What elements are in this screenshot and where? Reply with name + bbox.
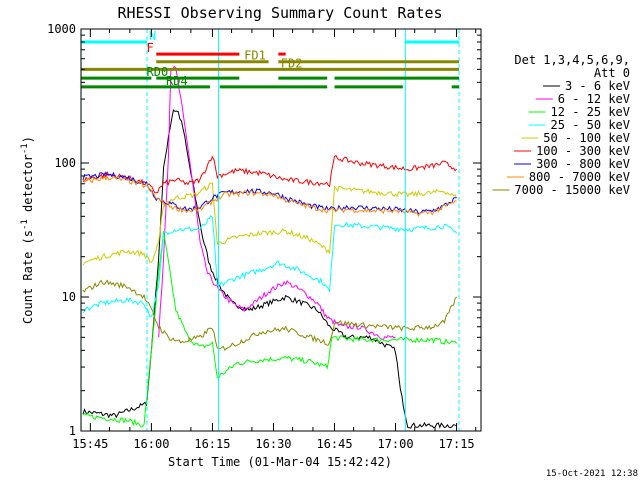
legend-label-6-12-kev: 6 - 12 keV	[558, 92, 630, 106]
legend-label-300-800-kev: 300 - 800 keV	[536, 157, 630, 171]
mode-vertical-lines	[80, 29, 460, 431]
y-label-part-2: detector	[21, 154, 35, 219]
status-label-rd0: RD0	[147, 65, 169, 79]
legend-header-line-2: Att 0	[594, 66, 630, 80]
status-label-f: F	[147, 41, 154, 55]
status-label-fd2: FD2	[281, 56, 303, 70]
x-tick-label-17-15: 17:15	[439, 437, 475, 451]
chart-title: RHESSI Observing Summary Count Rates	[117, 4, 442, 22]
status-label-fd1: FD1	[244, 49, 266, 63]
status-label-n: N	[149, 29, 156, 43]
series-curves	[82, 65, 458, 429]
legend-label-25-50-kev: 25 - 50 keV	[551, 118, 630, 132]
series-line-100-300-kev	[82, 154, 457, 194]
series-line-6-12-kev	[158, 65, 396, 341]
y-label-part-3: )	[21, 136, 35, 143]
y-label-sup-1: -1	[20, 219, 30, 230]
generation-timestamp: 15-Oct-2021 12:38	[546, 469, 638, 479]
y-label-part-1: Count Rate (s	[21, 230, 35, 324]
legend-label-50-100-kev: 50 - 100 keV	[543, 131, 630, 145]
y-axis-label: Count Rate (s-1 detector-1)	[20, 136, 35, 324]
y-tick-label-10: 10	[62, 290, 76, 304]
series-line-3-6-kev	[82, 109, 457, 429]
y-tick-label-1000: 1000	[47, 22, 76, 36]
x-tick-label-16-45: 16:45	[316, 437, 352, 451]
x-tick-label-16-30: 16:30	[255, 437, 291, 451]
x-tick-label-17-00: 17:00	[377, 437, 413, 451]
series-line-12-25-kev	[82, 231, 457, 428]
series-line-800-7000-kev	[82, 174, 457, 218]
x-tick-label-15-45: 15:45	[72, 437, 108, 451]
y-axis: 1 10 100 1000	[47, 22, 481, 438]
status-label-rd4: RD4	[166, 74, 188, 88]
legend-label-100-300-kev: 100 - 300 keV	[536, 144, 630, 158]
x-tick-label-16-00: 16:00	[133, 437, 169, 451]
legend-label-3-6-kev: 3 - 6 keV	[565, 79, 630, 93]
y-tick-label-1: 1	[69, 424, 76, 438]
y-label-sup-2: -1	[20, 143, 30, 154]
x-axis-label: Start Time (01-Mar-04 15:42:42)	[168, 455, 392, 469]
y-tick-label-100: 100	[54, 156, 76, 170]
series-line-7000-15000-kev	[82, 279, 457, 351]
series-line-25-50-kev	[82, 214, 457, 318]
plot-frame	[80, 28, 482, 432]
legend-label-12-25-kev: 12 - 25 keV	[551, 105, 630, 119]
legend-label-7000-15000-kev: 7000 - 15000 keV	[514, 183, 630, 197]
x-axis: 15:45 16:00 16:15 16:30 16:45 17:00 17:15	[72, 29, 477, 451]
legend-label-800-7000-kev: 800 - 7000 keV	[529, 170, 630, 184]
x-tick-label-16-15: 16:15	[194, 437, 230, 451]
series-line-50-100-kev	[82, 182, 458, 266]
legend-header-line-1: Det 1,3,4,5,6,9,	[514, 53, 630, 67]
